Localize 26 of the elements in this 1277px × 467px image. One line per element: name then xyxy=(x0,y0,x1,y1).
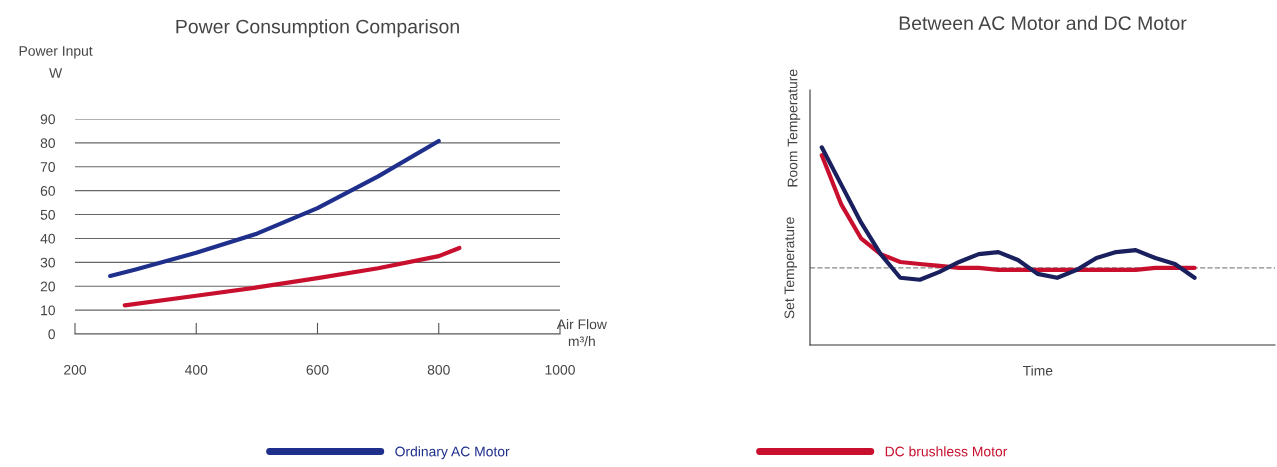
text: Room Temperature xyxy=(787,69,801,187)
chart-title: Between AC Motor and DC Motor xyxy=(899,15,1187,31)
y-axis-title: Power Input W xyxy=(19,46,93,78)
y-tick-label: 90 xyxy=(40,114,56,125)
y-tick-label: 70 xyxy=(40,162,56,172)
y-tick-label: 20 xyxy=(40,281,56,292)
x-tick-label: 1000 xyxy=(545,364,575,375)
y-tick-label: 30 xyxy=(40,257,56,268)
chart-title: Power Consumption Comparison xyxy=(176,19,459,38)
y-tick-label: 10 xyxy=(41,305,56,316)
x-tick-label: 400 xyxy=(184,364,208,375)
x-axis-title: Time xyxy=(1022,365,1053,376)
text: Ordinary AC Motor xyxy=(395,446,510,460)
line-series xyxy=(108,138,441,279)
x-tick-label: 600 xyxy=(306,364,329,375)
y-tick-label: 60 xyxy=(40,186,56,196)
x-tick-label: 800 xyxy=(427,364,450,375)
ref-line-label: Set Temperature xyxy=(784,217,798,319)
x-tick-label: 200 xyxy=(64,364,87,375)
line-series xyxy=(122,245,462,308)
y-tick-label: 0 xyxy=(48,329,56,340)
text: DC brushless Motor xyxy=(885,446,1008,457)
y-tick-label: 50 xyxy=(40,209,56,220)
x-axis-title: Air Flow m³/h xyxy=(556,319,607,347)
y-tick-label: 40 xyxy=(40,233,56,244)
y-tick-label: 80 xyxy=(40,138,56,149)
